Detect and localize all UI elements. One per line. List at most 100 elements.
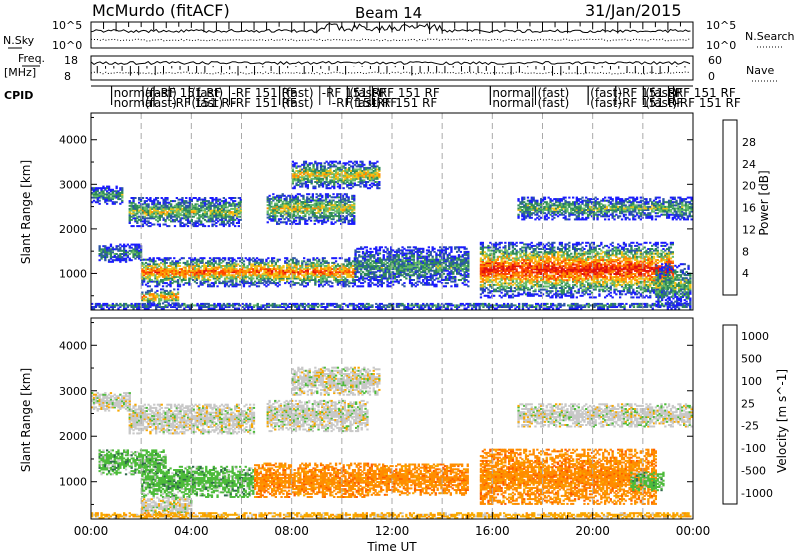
echo-cell bbox=[223, 280, 227, 283]
echo-cell bbox=[338, 271, 341, 274]
echo-cell bbox=[175, 214, 178, 217]
echo-cell bbox=[323, 181, 326, 183]
echo-cell bbox=[292, 218, 296, 221]
echo-cell bbox=[293, 165, 296, 168]
echo-cell bbox=[467, 306, 470, 308]
echo-cell bbox=[208, 285, 212, 288]
echo-cell bbox=[121, 304, 124, 307]
echo-cell bbox=[107, 195, 111, 197]
echo-cell bbox=[119, 191, 122, 194]
echo-cell bbox=[312, 266, 315, 269]
echo-cell bbox=[266, 204, 269, 207]
echo-cell bbox=[318, 265, 321, 267]
echo-cell bbox=[167, 272, 170, 275]
echo-cell bbox=[190, 304, 193, 307]
echo-cell bbox=[185, 215, 188, 218]
echo-cell bbox=[186, 212, 190, 215]
echo-cell bbox=[163, 289, 166, 292]
echo-cell bbox=[344, 277, 347, 280]
echo-cell bbox=[244, 275, 247, 278]
echo-cell bbox=[188, 215, 192, 218]
echo-cell bbox=[287, 208, 290, 211]
echo-cell bbox=[334, 177, 338, 180]
echo-cell bbox=[109, 190, 113, 193]
cpid-name: (fast) bbox=[590, 86, 622, 100]
echo-cell bbox=[349, 201, 352, 203]
echo-cell bbox=[250, 306, 254, 308]
echo-cell bbox=[306, 263, 309, 266]
echo-cell bbox=[340, 208, 343, 211]
echo-cell bbox=[340, 271, 343, 274]
echo-cell bbox=[338, 275, 341, 278]
echo-cell bbox=[298, 219, 301, 222]
echo-cell bbox=[132, 254, 135, 257]
echo-cell bbox=[267, 275, 270, 278]
echo-cell bbox=[287, 202, 290, 205]
echo-cell bbox=[240, 277, 244, 280]
echo-cell bbox=[304, 215, 307, 218]
echo-cell bbox=[287, 215, 290, 218]
echo-cell bbox=[269, 260, 272, 263]
echo-cell bbox=[242, 280, 246, 283]
echo-cell bbox=[310, 177, 313, 180]
echo-cell bbox=[284, 261, 287, 264]
echo-cell bbox=[308, 260, 311, 263]
echo-cell bbox=[136, 256, 139, 259]
echo-cell bbox=[153, 201, 156, 204]
echo-cell bbox=[218, 265, 221, 267]
echo-cell bbox=[297, 171, 300, 174]
echo-cell bbox=[347, 210, 350, 213]
echo-cell bbox=[155, 206, 158, 209]
echo-cell bbox=[632, 302, 636, 305]
echo-cell bbox=[255, 269, 259, 272]
echo-cell bbox=[234, 212, 237, 215]
echo-cell bbox=[429, 302, 432, 305]
echo-cell bbox=[259, 277, 262, 280]
echo-cell bbox=[217, 209, 220, 212]
echo-cell bbox=[319, 283, 323, 286]
echo-cell bbox=[317, 199, 320, 202]
echo-cell bbox=[459, 304, 462, 307]
echo-cell bbox=[111, 195, 114, 197]
echo-cell bbox=[450, 304, 453, 307]
echo-cell bbox=[205, 220, 209, 223]
echo-cell bbox=[246, 280, 249, 283]
echo-cell bbox=[286, 265, 289, 267]
echo-cell bbox=[227, 261, 230, 264]
echo-cell bbox=[358, 250, 361, 253]
echo-cell bbox=[163, 263, 166, 266]
echo-cell bbox=[292, 196, 296, 199]
echo-cell bbox=[289, 207, 292, 210]
echo-cell bbox=[232, 203, 235, 206]
echo-cell bbox=[303, 176, 306, 179]
echo-cell bbox=[98, 304, 101, 307]
echo-cell bbox=[141, 269, 144, 272]
echo-cell bbox=[266, 211, 269, 214]
echo-cell bbox=[319, 168, 323, 171]
echo-cell bbox=[327, 265, 330, 267]
echo-cell bbox=[291, 173, 294, 176]
echo-cell bbox=[319, 275, 323, 278]
echo-cell bbox=[201, 282, 204, 285]
echo-cell bbox=[295, 277, 298, 280]
echo-cell bbox=[151, 214, 154, 217]
echo-cell bbox=[630, 302, 634, 305]
echo-cell bbox=[136, 253, 139, 255]
echo-cell bbox=[198, 218, 201, 221]
echo-cell bbox=[600, 306, 604, 308]
echo-cell bbox=[188, 220, 192, 223]
echo-cell bbox=[265, 277, 268, 280]
echo-cell bbox=[121, 193, 124, 196]
echo-cell bbox=[163, 258, 166, 261]
echo-cell bbox=[375, 306, 378, 308]
echo-cell bbox=[301, 269, 304, 272]
echo-cell bbox=[143, 209, 146, 212]
echo-cell bbox=[192, 266, 195, 269]
echo-cell bbox=[222, 280, 225, 283]
freq-panel: Freq. [MHz] 18 8 60 0 Nave bbox=[4, 52, 778, 83]
echo-cell bbox=[179, 304, 182, 307]
echo-cell bbox=[308, 277, 311, 280]
echo-cell bbox=[299, 283, 302, 286]
echo-cell bbox=[314, 265, 317, 267]
echo-cell bbox=[343, 204, 346, 207]
